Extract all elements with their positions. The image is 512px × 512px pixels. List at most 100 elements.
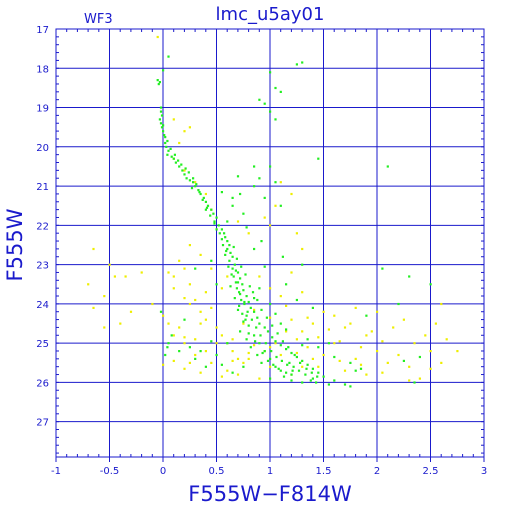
green-point [164,141,167,145]
green-point [204,208,207,211]
yellow-point [333,314,336,317]
yellow-point [124,275,127,278]
green-point [311,377,314,380]
green-point [215,216,218,219]
yellow-point [279,181,282,184]
green-point [304,373,307,376]
yellow-point [204,192,207,196]
green-point [248,285,251,288]
green-point [221,244,225,247]
green-point [263,350,266,353]
yellow-point [365,373,368,376]
yellow-point [103,295,106,298]
yellow-point [247,351,250,355]
green-point [292,365,295,368]
green-point [295,355,298,359]
green-point [269,110,272,113]
yellow-point [397,353,400,357]
green-point [256,298,259,302]
green-point [275,355,278,359]
green-point [299,361,302,364]
green-point [249,346,252,349]
green-point [256,316,259,319]
yellow-point [231,359,234,362]
green-point [178,165,181,168]
green-point [204,200,207,203]
yellow-point [311,357,314,360]
yellow-point [418,377,421,380]
yellow-point [376,350,379,353]
y-tick-labels: 17 18 19 20 21 22 23 24 25 26 27 [36,25,49,429]
instrument-label: WF3 [84,12,113,27]
green-point [354,369,357,372]
green-point [258,322,261,325]
green-point [169,147,172,150]
green-point [311,306,314,309]
green-point [263,326,266,329]
green-point [187,171,190,174]
yellow-point [236,357,240,360]
yellow-point [295,338,298,341]
x-tick-label: -1 [51,466,61,477]
green-point [301,61,304,64]
green-point [235,257,238,260]
green-point [162,124,165,127]
green-point [162,69,165,72]
yellow-point [317,365,320,368]
yellow-point [172,287,175,290]
green-point [270,350,273,353]
yellow-point [322,353,325,357]
y-tick-label: 27 [36,418,49,429]
green-point [239,293,242,296]
green-point [317,371,320,374]
green-point [172,157,175,160]
yellow-point [301,330,304,333]
green-point [245,226,248,229]
green-point [285,328,288,331]
yellow-point [199,310,202,313]
green-point [231,204,234,207]
green-point [253,185,256,188]
green-point [215,353,218,357]
green-point [305,367,308,370]
green-point [349,361,352,364]
x-tick-label: 2.5 [423,466,439,477]
green-point [164,136,167,139]
y-tick-label: 20 [36,143,49,154]
green-point [233,297,236,300]
green-point [194,185,197,188]
yellow-point [429,350,432,353]
green-point [233,263,236,266]
green-point [263,196,266,199]
yellow-point [140,271,143,274]
yellow-point [215,342,218,345]
green-point [210,259,213,262]
green-point [192,177,195,180]
yellow-point [247,232,250,235]
yellow-point [151,302,154,306]
green-point [251,291,255,294]
green-point [301,381,304,384]
green-point [301,359,304,362]
yellow-point [349,322,352,325]
green-point [397,302,400,306]
green-point [418,355,421,359]
green-point [274,181,277,184]
yellow-point [231,338,234,341]
green-point [327,342,330,345]
green-point [238,304,241,307]
green-point [230,273,233,276]
yellow-point [258,377,261,380]
y-tick-label: 24 [36,300,49,311]
green-point [274,86,277,90]
green-point [359,367,363,370]
green-point [349,385,352,388]
yellow-point [183,297,186,300]
green-point [245,338,248,341]
green-point [239,330,242,333]
yellow-point [290,192,293,196]
yellow-point [119,322,122,325]
green-point [232,245,235,249]
green-point [156,79,159,82]
green-point [429,283,432,286]
